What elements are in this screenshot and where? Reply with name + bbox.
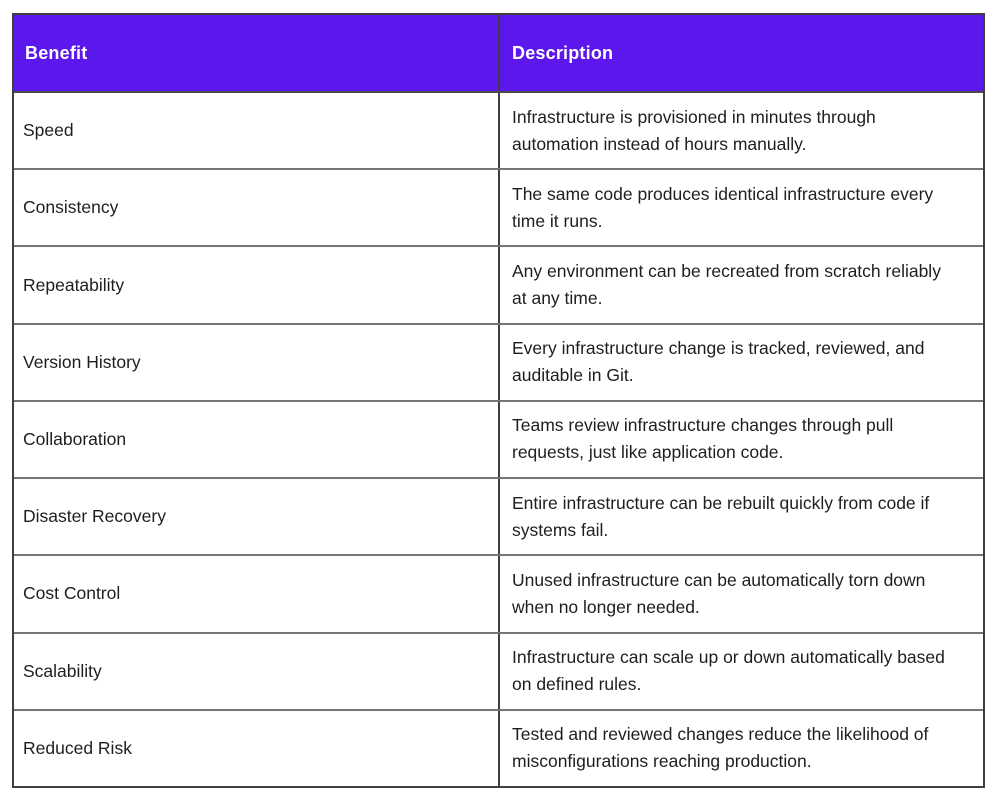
description-text: Infrastructure can scale up or down auto…: [512, 647, 945, 695]
benefit-text: Repeatability: [23, 274, 125, 295]
benefit-text: Disaster Recovery: [23, 506, 166, 527]
table-row: Speed Infrastructure is provisioned in m…: [14, 91, 983, 169]
benefit-text: Collaboration: [23, 428, 127, 449]
benefit-cell: Cost Control: [14, 556, 498, 631]
table-header-row: Benefit Description: [14, 15, 983, 91]
table-row: Version History Every infrastructure cha…: [14, 322, 983, 400]
benefit-text: Cost Control: [23, 583, 121, 604]
description-cell: Any environment can be recreated from sc…: [498, 247, 983, 323]
description-cell: Every infrastructure change is tracked, …: [498, 324, 983, 400]
column-header-description: Description: [498, 15, 983, 91]
description-cell: Infrastructure can scale up or down auto…: [498, 633, 983, 709]
benefit-cell: Scalability: [14, 634, 498, 709]
table-row: Scalability Infrastructure can scale up …: [14, 631, 983, 709]
description-text: The same code produces identical infrast…: [512, 183, 934, 231]
benefit-cell: Repeatability: [14, 247, 498, 322]
description-text: Unused infrastructure can be automatical…: [512, 569, 926, 617]
column-header-benefit: Benefit: [14, 15, 498, 91]
description-cell: Infrastructure is provisioned in minutes…: [498, 93, 983, 169]
benefit-cell: Consistency: [14, 170, 498, 245]
benefit-cell: Version History: [14, 325, 498, 400]
benefits-table: Benefit Description Speed Infrastructure…: [12, 13, 985, 788]
table-row: Reduced Risk Tested and reviewed changes…: [14, 708, 983, 786]
table-row: Collaboration Teams review infrastructur…: [14, 399, 983, 478]
column-header-benefit-label: Benefit: [25, 42, 88, 63]
column-header-description-label: Description: [512, 42, 614, 63]
table-row: Consistency The same code produces ident…: [14, 168, 983, 246]
description-cell: Tested and reviewed changes reduce the l…: [498, 710, 983, 786]
description-cell: Teams review infrastructure changes thro…: [498, 401, 983, 478]
description-text: Infrastructure is provisioned in minutes…: [512, 106, 876, 154]
description-cell: Entire infrastructure can be rebuilt qui…: [498, 479, 983, 555]
benefit-text: Consistency: [23, 197, 119, 218]
benefit-cell: Collaboration: [14, 402, 498, 477]
description-cell: The same code produces identical infrast…: [498, 170, 983, 246]
description-text: Every infrastructure change is tracked, …: [512, 338, 925, 386]
description-text: Tested and reviewed changes reduce the l…: [512, 724, 929, 772]
benefit-text: Reduced Risk: [23, 737, 132, 758]
benefit-cell: Speed: [14, 93, 498, 168]
benefit-text: Version History: [23, 351, 141, 372]
table-row: Disaster Recovery Entire infrastructure …: [14, 477, 983, 555]
benefit-cell: Disaster Recovery: [14, 479, 498, 554]
table-row: Repeatability Any environment can be rec…: [14, 245, 983, 323]
benefit-cell: Reduced Risk: [14, 711, 498, 786]
description-text: Entire infrastructure can be rebuilt qui…: [512, 492, 930, 540]
description-cell: Unused infrastructure can be automatical…: [498, 556, 983, 632]
benefit-text: Scalability: [23, 660, 102, 681]
description-text: Any environment can be recreated from sc…: [512, 261, 941, 309]
benefit-text: Speed: [23, 120, 74, 141]
description-text: Teams review infrastructure changes thro…: [512, 415, 894, 463]
table-row: Cost Control Unused infrastructure can b…: [14, 554, 983, 632]
